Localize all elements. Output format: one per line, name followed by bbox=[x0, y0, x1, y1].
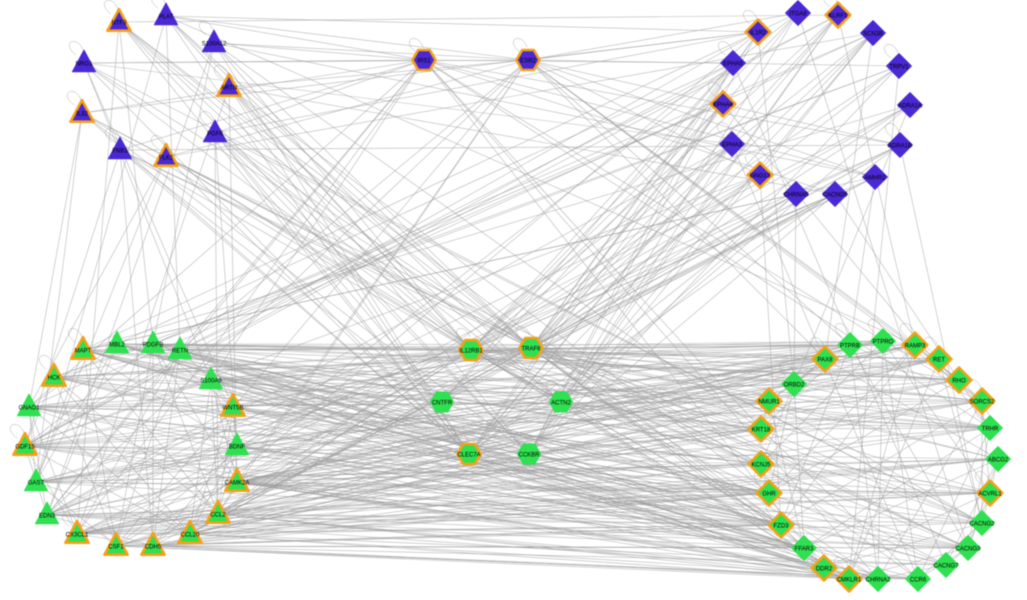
svg-text:PGF6: PGF6 bbox=[207, 132, 223, 138]
svg-text:EPHA5: EPHA5 bbox=[723, 62, 743, 68]
svg-text:CACNG3: CACNG3 bbox=[955, 547, 981, 553]
svg-text:KRT18: KRT18 bbox=[752, 428, 771, 434]
svg-text:PDGFB: PDGFB bbox=[143, 343, 164, 349]
svg-text:S100A12: S100A12 bbox=[202, 42, 227, 48]
svg-text:TRHR: TRHR bbox=[982, 427, 999, 433]
svg-text:WNT5B: WNT5B bbox=[223, 406, 244, 412]
svg-text:CLEC7A: CLEC7A bbox=[457, 453, 480, 459]
svg-text:NRG1: NRG1 bbox=[76, 62, 93, 68]
svg-text:CACNG5: CACNG5 bbox=[822, 193, 848, 199]
svg-text:TRAF6: TRAF6 bbox=[521, 347, 541, 353]
svg-text:RETN: RETN bbox=[172, 349, 188, 355]
svg-text:IL12RB1: IL12RB1 bbox=[459, 349, 483, 355]
svg-text:ESR2: ESR2 bbox=[520, 59, 536, 65]
svg-text:FZD3: FZD3 bbox=[774, 524, 790, 530]
svg-text:FNB1: FNB1 bbox=[112, 149, 128, 155]
svg-text:IL32: IL32 bbox=[76, 112, 88, 118]
svg-text:EDN3: EDN3 bbox=[39, 514, 56, 520]
svg-text:EPHA4: EPHA4 bbox=[713, 103, 733, 109]
svg-text:ABCG2: ABCG2 bbox=[988, 458, 1009, 464]
svg-text:GNG13: GNG13 bbox=[750, 174, 771, 180]
svg-text:CDH5: CDH5 bbox=[145, 545, 162, 551]
svg-text:PTPRO: PTPRO bbox=[873, 340, 894, 346]
svg-text:GHR: GHR bbox=[762, 492, 776, 498]
svg-text:SORCS2: SORCS2 bbox=[970, 400, 995, 406]
svg-text:KLRF1: KLRF1 bbox=[829, 14, 848, 20]
svg-text:SCN3B: SCN3B bbox=[863, 32, 883, 38]
svg-text:KCNJ5: KCNJ5 bbox=[751, 463, 771, 469]
svg-text:CAMK2A: CAMK2A bbox=[225, 481, 250, 487]
svg-text:RET: RET bbox=[933, 358, 945, 364]
svg-text:CX3CL1: CX3CL1 bbox=[66, 533, 89, 539]
svg-text:CHRNA5: CHRNA5 bbox=[784, 193, 809, 199]
svg-text:CCL2: CCL2 bbox=[210, 513, 226, 519]
svg-text:CHRNA2: CHRNA2 bbox=[866, 578, 891, 584]
svg-text:CCKBR: CCKBR bbox=[518, 453, 540, 459]
svg-text:HCK: HCK bbox=[48, 376, 61, 382]
svg-text:ACVRL1: ACVRL1 bbox=[978, 492, 1002, 498]
svg-text:NMUR1: NMUR1 bbox=[758, 400, 780, 406]
svg-text:MBL2: MBL2 bbox=[109, 343, 125, 349]
svg-text:ADRA1A: ADRA1A bbox=[898, 104, 922, 110]
svg-text:DDR2: DDR2 bbox=[816, 567, 833, 573]
svg-text:ACTN2: ACTN2 bbox=[551, 401, 571, 407]
svg-text:PAX8: PAX8 bbox=[818, 358, 834, 364]
svg-text:CSF1: CSF1 bbox=[108, 545, 124, 551]
svg-text:TRPV1: TRPV1 bbox=[889, 65, 909, 71]
svg-text:PLAT: PLAT bbox=[159, 15, 174, 21]
svg-text:IRS1: IRS1 bbox=[417, 59, 431, 65]
svg-text:BDNF: BDNF bbox=[229, 445, 246, 451]
svg-text:CCL20: CCL20 bbox=[181, 533, 200, 539]
svg-text:RAMP3: RAMP3 bbox=[905, 344, 926, 350]
svg-text:CNTFR: CNTFR bbox=[432, 401, 453, 407]
svg-text:S100A9: S100A9 bbox=[200, 379, 222, 385]
svg-text:CMKLR1: CMKLR1 bbox=[837, 578, 862, 584]
svg-text:ARTN: ARTN bbox=[221, 86, 237, 92]
svg-text:GNAO1: GNAO1 bbox=[18, 406, 40, 412]
svg-text:FFAR3: FFAR3 bbox=[795, 547, 814, 553]
svg-text:AMHR2: AMHR2 bbox=[864, 176, 886, 182]
svg-text:ITGA8: ITGA8 bbox=[789, 12, 807, 18]
svg-text:CACNG2: CACNG2 bbox=[969, 522, 995, 528]
svg-text:ADRA1B: ADRA1B bbox=[888, 144, 912, 150]
svg-text:GDF15: GDF15 bbox=[15, 445, 35, 451]
svg-text:GAST: GAST bbox=[28, 481, 45, 487]
svg-text:FLK1: FLK1 bbox=[159, 156, 174, 162]
svg-text:ORBD2: ORBD2 bbox=[784, 383, 805, 389]
svg-text:RHO: RHO bbox=[952, 379, 966, 385]
svg-text:MAPT: MAPT bbox=[75, 349, 92, 355]
svg-text:EPHA3: EPHA3 bbox=[722, 143, 742, 149]
svg-text:CACNG7: CACNG7 bbox=[933, 564, 959, 570]
svg-text:NTF3: NTF3 bbox=[112, 21, 128, 27]
svg-text:CCR6: CCR6 bbox=[910, 578, 927, 584]
svg-text:PTPRB: PTPRB bbox=[840, 344, 860, 350]
svg-text:IL1R2: IL1R2 bbox=[750, 31, 767, 37]
